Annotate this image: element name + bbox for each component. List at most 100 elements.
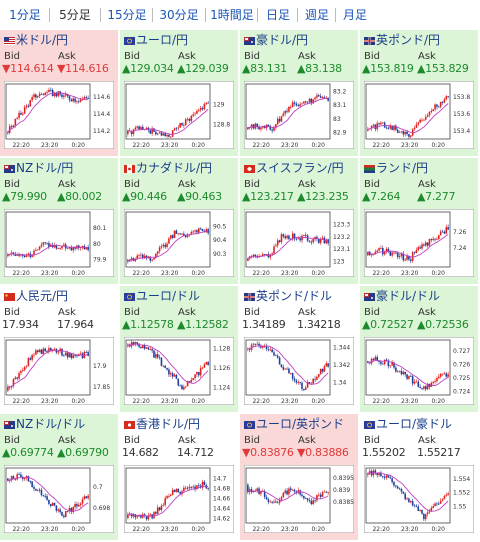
mini-chart[interactable]: 123.3 123.2 123.1 123 22:20 23:20 0:20 [244,209,354,277]
candle-body [417,247,420,251]
candle-body [203,104,206,110]
ca-flag-icon [124,165,135,173]
candle-body [275,245,277,247]
candle-body [367,251,369,256]
candle-body [149,130,152,134]
mini-chart[interactable]: 129 128.8 22:20 23:20 0:20 [124,81,234,149]
mini-chart[interactable]: 0.8395 0.839 0.8385 22:20 23:20 0:20 [244,465,354,533]
candle-body [194,486,196,490]
mini-chart[interactable]: 0.7 0.698 22:20 23:20 0:20 [4,465,114,533]
candle-body [183,487,185,492]
rate-cell[interactable]: カナダドル/円 Bid Ask ▲90.446 ▲90.463 90.5 90.4 90.3 2… [120,158,238,284]
rate-cell[interactable]: ランド/円 Bid Ask ▲7.264 ▲7.277 7.26 7.24 22:20 23:2… [360,158,478,284]
tab-7[interactable]: 週足 [304,8,329,22]
candle-body [380,248,382,249]
candle-body [383,359,386,364]
candle-body [275,355,277,357]
candle-body [68,247,71,249]
moving-average-line [127,343,209,384]
candle-body [51,502,54,506]
candle-body [393,362,395,368]
tab-6[interactable]: 日足 [265,8,290,22]
tab-1[interactable]: 1分足 [9,8,41,22]
candle-body [314,97,316,100]
candle-body [55,505,58,511]
mini-chart[interactable]: 1.128 1.126 1.124 22:20 23:20 0:20 [124,337,234,405]
candle-body [57,509,60,511]
candle-body [396,486,399,489]
candle-body [291,489,294,491]
candle-body [301,494,303,496]
moving-average-line [127,485,209,517]
candle-body [166,134,168,137]
candle-body [406,374,408,379]
candle-body [132,342,135,345]
candle-body [198,109,200,111]
rate-cell[interactable]: NZドル/ドル Bid Ask ▲0.69774 ▲0.69790 0.7 0.698 22:… [0,414,118,540]
mini-chart[interactable]: 7.26 7.24 22:20 23:20 0:20 [364,209,474,277]
candle-body [310,98,313,104]
candle-body [428,112,431,116]
candle-body [57,351,60,353]
ask-label: Ask [418,179,436,190]
rate-cell[interactable]: NZドル/円 Bid Ask ▲79.990 ▲80.002 80.1 80 79.9 22:2… [0,158,118,284]
candle-body [29,358,32,360]
mini-chart[interactable]: 0.727 0.726 0.725 0.724 22:20 23:20 0:20 [364,337,474,405]
mini-chart[interactable]: 1.344 1.342 1.34 22:20 23:20 0:20 [244,337,354,405]
x-tick-label: 22:20 [132,270,149,277]
candle-body [402,491,405,494]
candle-body [66,511,69,512]
candle-body [282,367,285,370]
chart-frame [124,337,234,405]
candle-body [166,496,168,499]
candle-body [258,343,260,346]
candlestick-chart: 114.6 114.4 114.2 22:20 23:20 0:20 [4,81,114,149]
rate-cell[interactable]: ユーロ/豪ドル Bid Ask 1.55202 1.55217 1.554 1.552 1.5… [360,414,478,540]
tab-5[interactable]: 1時間足 [210,8,254,22]
candle-body [184,235,187,237]
rate-cell[interactable]: 英ポンド/ドル Bid Ask 1.34189 1.34218 1.344 1.342 1.3… [240,286,358,412]
rate-cell[interactable]: 米ドル/円 Bid Ask ▼114.614 ▼114.616 114.6 114.4 114… [0,30,118,156]
candle-body [61,512,63,516]
rate-cell[interactable]: ユーロ/円 Bid Ask ▲129.034 ▲129.039 129 128.8 22:20… [120,30,238,156]
tab-8[interactable]: 月足 [342,8,367,22]
candle-body [413,127,416,130]
rate-cell[interactable]: スイスフラン/円 Bid Ask ▲123.217 ▲123.235 123.3 123.2… [240,158,358,284]
mini-chart[interactable]: 114.6 114.4 114.2 22:20 23:20 0:20 [4,81,114,149]
candle-body [323,491,326,493]
mini-chart[interactable]: 1.554 1.552 1.55 22:20 23:20 0:20 [364,465,474,533]
eu-flag-icon [244,421,255,429]
candle-body [181,233,183,235]
candle-body [130,258,133,260]
mini-chart[interactable]: 90.5 90.4 90.3 22:20 23:20 0:20 [124,209,234,277]
mini-chart[interactable]: 80.1 80 79.9 22:20 23:20 0:20 [4,209,114,277]
candle-body [290,373,292,374]
candle-body [205,102,208,105]
mini-chart[interactable]: 83.2 83.1 83 82.9 22:20 23:20 0:20 [244,81,354,149]
pair-name: NZドル/ドル [16,417,86,431]
rate-cell[interactable]: 人民元/円 Bid Ask 17.934 17.964 17.9 17.85 22:20 23:… [0,286,118,412]
moving-average-line [7,476,89,512]
x-tick-label: 23:20 [161,142,178,149]
candle-body [382,476,384,478]
candle-body [378,123,380,125]
rate-cell[interactable]: 豪ドル/ドル Bid Ask ▲0.72527 ▲0.72536 0.727 0.726 0.… [360,286,478,412]
y-tick-label: 153.6 [453,111,470,118]
mini-chart[interactable]: 17.9 17.85 22:20 23:20 0:20 [4,337,114,405]
rate-cell[interactable]: ユーロ/ドル Bid Ask ▲1.12578 ▲1.12582 1.128 1.126 1.… [120,286,238,412]
rate-cell[interactable]: 豪ドル/円 Bid Ask ▲83.131 ▲83.138 83.2 83.1 83 82.9 2… [240,30,358,156]
candle-body [372,254,375,256]
candle-body [306,382,309,388]
rate-cell[interactable]: 香港ドル/円 Bid Ask 14.682 14.712 14.7 14.68 14.66 14… [120,414,238,540]
tab-2[interactable]: 5分足 [59,8,91,22]
tab-3[interactable]: 15分足 [107,8,147,22]
rate-cell[interactable]: ユーロ/英ポンド Bid Ask ▼0.83876 ▼0.83886 0.8395 0.83… [240,414,358,540]
bid-value: ▼114.614 [2,62,54,75]
candle-body [252,254,255,257]
tab-4[interactable]: 30分足 [159,8,199,22]
mini-chart[interactable]: 14.7 14.68 14.66 14.64 14.62 22:20 23:20 0:20 [124,465,234,533]
mini-chart[interactable]: 153.8 153.6 153.4 22:20 23:20 0:20 [364,81,474,149]
moving-average-line [247,345,329,385]
x-tick-label: 0:20 [431,526,445,533]
rate-cell[interactable]: 英ポンド/円 Bid Ask ▲153.819 ▲153.829 153.8 153.6 15… [360,30,478,156]
